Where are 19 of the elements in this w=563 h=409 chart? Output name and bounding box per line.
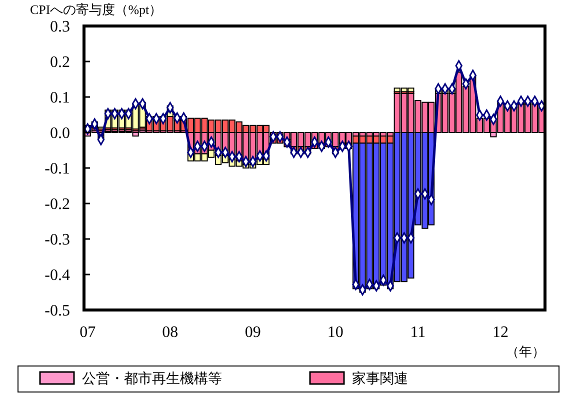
y-tick-label: -0.3 xyxy=(44,232,70,249)
y-tick-label: 0.0 xyxy=(50,125,70,142)
legend-label: 公営・都市再生機構等 xyxy=(82,371,222,387)
y-tick-label: -0.2 xyxy=(44,196,70,214)
y-tick-label: -0.4 xyxy=(44,267,70,284)
x-tick-label: 08 xyxy=(162,324,178,341)
y-tick-label: 0.3 xyxy=(50,18,70,36)
x-tick-label: 12 xyxy=(492,324,508,341)
y-tick-label: -0.5 xyxy=(44,302,70,320)
x-tick-label: 07 xyxy=(80,324,96,341)
x-tick-label: 10 xyxy=(327,324,344,341)
y-tick-label: -0.1 xyxy=(44,160,70,178)
y-axis-title: CPIへの寄与度（%pt） xyxy=(30,2,162,17)
x-tick-label: 09 xyxy=(244,324,261,341)
y-tick-label: 0.1 xyxy=(50,90,70,107)
x-axis-title: （年） xyxy=(506,344,545,359)
x-tick-label: 11 xyxy=(410,324,426,341)
y-tick-label: 0.2 xyxy=(50,54,70,72)
legend-label: 家事関連 xyxy=(352,371,408,387)
